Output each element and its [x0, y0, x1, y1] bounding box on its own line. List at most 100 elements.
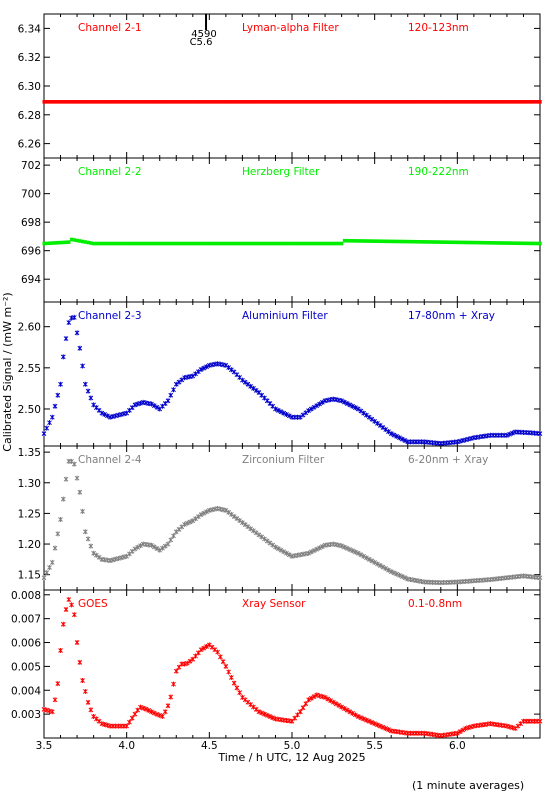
data-point — [237, 690, 242, 696]
y-tick-label: 6.26 — [18, 139, 42, 151]
data-point — [88, 707, 94, 713]
data-point — [127, 241, 132, 246]
data-point — [227, 241, 231, 246]
data-point — [85, 699, 91, 705]
data-point — [190, 373, 196, 379]
data-point — [450, 100, 454, 104]
data-point — [403, 239, 407, 244]
data-point — [218, 241, 223, 246]
data-point — [339, 704, 344, 710]
data-point — [70, 100, 74, 104]
data-point — [377, 723, 383, 729]
x-tick-label: 5.0 — [284, 740, 301, 752]
data-point — [262, 100, 267, 104]
data-point — [155, 100, 159, 104]
data-point — [477, 240, 482, 245]
data-point — [55, 681, 61, 687]
data-point — [282, 100, 286, 104]
data-point — [130, 241, 134, 246]
data-point — [194, 241, 198, 246]
data-point — [224, 100, 228, 104]
data-point — [94, 552, 99, 558]
y-tick-label: 2.50 — [18, 404, 41, 416]
data-point — [510, 430, 515, 436]
data-point — [202, 241, 206, 246]
data-point — [141, 241, 145, 246]
data-point — [63, 336, 69, 342]
data-point — [340, 100, 344, 104]
data-point — [48, 100, 52, 104]
data-point — [334, 100, 338, 104]
data-point — [422, 100, 426, 104]
y-tick-label: 698 — [21, 217, 41, 229]
data-point — [296, 100, 300, 104]
data-point — [119, 241, 123, 246]
y-axis-title: Calibrated Signal / (mW m⁻²) — [1, 292, 14, 451]
data-point — [207, 100, 212, 104]
data-point — [201, 510, 207, 516]
data-point — [505, 241, 509, 245]
y-tick-label: 0.006 — [11, 638, 41, 650]
data-point — [486, 100, 490, 104]
data-point — [461, 240, 465, 245]
data-point — [494, 241, 498, 245]
data-point — [442, 100, 446, 104]
data-point — [240, 100, 245, 104]
data-point — [257, 241, 261, 246]
data-point — [193, 371, 198, 377]
data-point — [231, 513, 237, 519]
data-series — [41, 597, 543, 739]
panel-label: GOES — [78, 598, 108, 610]
data-point — [359, 100, 363, 104]
data-point — [420, 100, 424, 104]
data-point — [444, 100, 449, 104]
data-point — [507, 431, 513, 437]
data-point — [251, 100, 256, 104]
data-point — [229, 511, 234, 517]
data-point — [242, 697, 248, 703]
data-point — [537, 575, 543, 581]
data-point — [508, 100, 512, 104]
data-point — [333, 701, 339, 707]
data-point — [176, 379, 182, 385]
data-point — [58, 381, 63, 387]
data-point — [369, 558, 375, 564]
data-point — [370, 100, 374, 104]
data-point — [273, 241, 278, 246]
data-point — [527, 241, 531, 246]
data-point — [102, 411, 107, 417]
data-point — [135, 401, 141, 407]
panel-goes: 0.003 0.004 0.005 0.006 0.007 0.008 GOES Xray S… — [11, 589, 543, 739]
data-point — [369, 719, 375, 725]
data-point — [49, 559, 55, 565]
data-point — [185, 100, 189, 104]
data-point — [103, 100, 107, 104]
data-point — [273, 544, 278, 550]
data-point — [89, 241, 93, 245]
data-point — [309, 241, 313, 246]
data-point — [472, 240, 476, 245]
data-point — [70, 237, 74, 242]
data-point — [469, 240, 473, 245]
data-point — [414, 100, 418, 104]
y-tick-label: 6.32 — [18, 52, 41, 64]
data-point — [326, 100, 330, 104]
data-point — [431, 240, 435, 244]
data-point — [143, 706, 149, 712]
data-point — [188, 100, 192, 104]
data-point — [342, 238, 347, 243]
data-point — [195, 369, 201, 375]
data-point — [259, 710, 265, 716]
data-point — [59, 240, 63, 245]
data-point — [165, 398, 171, 404]
data-point — [458, 240, 462, 245]
data-point — [486, 240, 490, 245]
panel-channel_2_2: 694 696 698 700 702 Channel 2-2 Herzberg Filte… — [21, 157, 542, 303]
data-point — [262, 711, 267, 717]
data-point — [80, 363, 85, 369]
data-point — [505, 100, 509, 104]
data-point — [417, 239, 421, 244]
data-point — [464, 240, 468, 245]
data-point — [458, 100, 462, 104]
